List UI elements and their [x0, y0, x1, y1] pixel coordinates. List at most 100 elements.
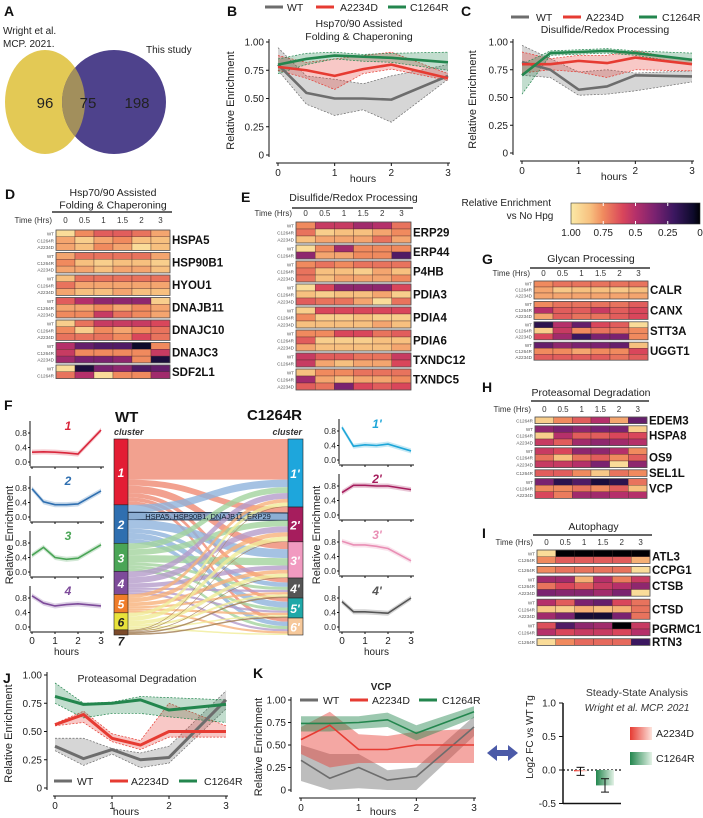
time-column-label: 0: [542, 405, 547, 414]
series-line-c1264r: [54, 695, 227, 712]
heatmap-cell: [391, 244, 412, 253]
y-tick-label: 0.5: [542, 732, 556, 743]
heatmap-cell: [353, 221, 373, 230]
series-line-c1264r: [301, 710, 475, 735]
heatmap-cell: [150, 355, 171, 364]
heatmap-cell: [372, 274, 393, 283]
heatmap-cell: [628, 280, 649, 288]
row-label: A2234D: [516, 440, 533, 445]
legend-label: WT: [323, 695, 340, 707]
heatmap-cell: [314, 244, 335, 253]
heatmap-cell: [353, 251, 373, 260]
x-tick-label: 0: [339, 636, 345, 647]
time-column-label: 0: [303, 209, 308, 218]
heatmap-cell: [131, 259, 152, 267]
wt-cluster-label: 6: [118, 615, 125, 629]
x-axis-label: hours: [54, 647, 79, 658]
x-tick-label: 0: [29, 636, 35, 647]
y-tick-label: 1.00: [489, 38, 509, 49]
heatmap-cell: [612, 566, 632, 574]
heatmap-cell: [314, 283, 335, 292]
time-column-label: 2: [617, 405, 622, 414]
gene-group-outline: [295, 260, 412, 283]
row-label: WT: [287, 286, 294, 291]
heatmap-cell: [93, 259, 114, 267]
series-line-c1264r: [521, 49, 693, 77]
y-tick-label: 0.25: [267, 763, 287, 774]
heatmap-cell: [112, 265, 133, 274]
heatmap-cell: [555, 638, 575, 646]
heatmap-cell: [334, 368, 354, 377]
x-tick-label: 0: [275, 168, 281, 179]
heatmap-cell: [295, 368, 316, 377]
x-tick-label: 1: [576, 166, 582, 177]
heatmap-cell: [74, 297, 95, 305]
time-column-label: 0.5: [79, 216, 91, 225]
y-tick-label: 0.0: [324, 622, 336, 632]
x-tick-label: 1: [362, 636, 368, 647]
heatmap-cell: [150, 349, 171, 357]
heatmap-cell: [590, 348, 611, 355]
heatmap-cell: [534, 447, 554, 455]
confidence-band-a2234d: [55, 703, 226, 750]
heatmap-cell: [571, 301, 592, 308]
row-label: A2234D: [37, 358, 54, 363]
legend-label: C1264R: [410, 2, 449, 14]
heatmap-cell: [93, 371, 114, 379]
heatmap-cell: [93, 364, 114, 372]
heatmap-cell: [571, 342, 592, 349]
c1264r-cluster-label: 4': [289, 582, 301, 596]
heatmap-cell: [112, 259, 133, 267]
gene-group-outline: [536, 549, 651, 564]
legend-label: A2234D: [340, 2, 378, 14]
y-axis-label: Log2 FC vs WT Tg: [525, 695, 536, 779]
heatmap-cell: [628, 292, 649, 300]
gene-label: TXNDC12: [413, 355, 465, 367]
cluster-profile-line: [31, 429, 102, 455]
wt-cluster-7: [113, 629, 129, 636]
heatmap-cell: [353, 274, 373, 283]
alluvial-flow: [128, 479, 288, 513]
heatmap-cell: [93, 281, 114, 289]
heatmap-cell: [372, 313, 393, 322]
heatmap-cell: [609, 292, 630, 300]
gene-label: EDEM3: [649, 415, 689, 427]
heatmap-cell: [593, 638, 613, 646]
heatmap-cell: [93, 333, 114, 341]
heatmap-cell: [334, 297, 354, 306]
heatmap-cell: [555, 582, 575, 590]
heatmap-cell: [372, 368, 393, 377]
alluvial-flow: [128, 541, 288, 632]
heatmap-cell: [55, 319, 76, 327]
heatmap-cell: [74, 342, 95, 350]
heatmap-cell: [628, 307, 649, 314]
heatmap-cell: [131, 281, 152, 289]
heatmap-cell: [131, 236, 152, 244]
heatmap-title: Disulfide/Redox Processing: [289, 192, 418, 204]
heatmap-cell: [131, 326, 152, 334]
heatmap-cell: [93, 355, 114, 364]
row-label: C1264R: [518, 584, 536, 589]
heatmap-cell: [593, 605, 613, 613]
heatmap-cell: [553, 469, 573, 477]
heatmap-cell: [533, 321, 554, 328]
heatmap-cell: [533, 307, 554, 314]
panel-label-j: J: [3, 670, 11, 686]
panel-label-d: D: [5, 186, 15, 202]
gene-group-outline: [55, 364, 171, 380]
heatmap-cell: [93, 349, 114, 357]
venn-right-set: [62, 50, 166, 154]
heatmap-cell: [372, 336, 393, 345]
heatmap-cell: [609, 342, 630, 349]
heatmap-cell: [609, 485, 629, 492]
heatmap-cell: [112, 252, 133, 260]
heatmap-cell: [55, 236, 76, 244]
gene-group-outline: [533, 280, 649, 300]
panel-label-k: K: [253, 665, 263, 681]
heatmap-cell: [536, 599, 557, 607]
x-tick-label: 1: [109, 801, 115, 812]
y-axis-label: Relative Enrichment: [253, 698, 265, 796]
heatmap-cell: [533, 348, 554, 355]
heatmap-cell: [295, 244, 316, 253]
gene-label: DNAJC3: [172, 348, 218, 360]
